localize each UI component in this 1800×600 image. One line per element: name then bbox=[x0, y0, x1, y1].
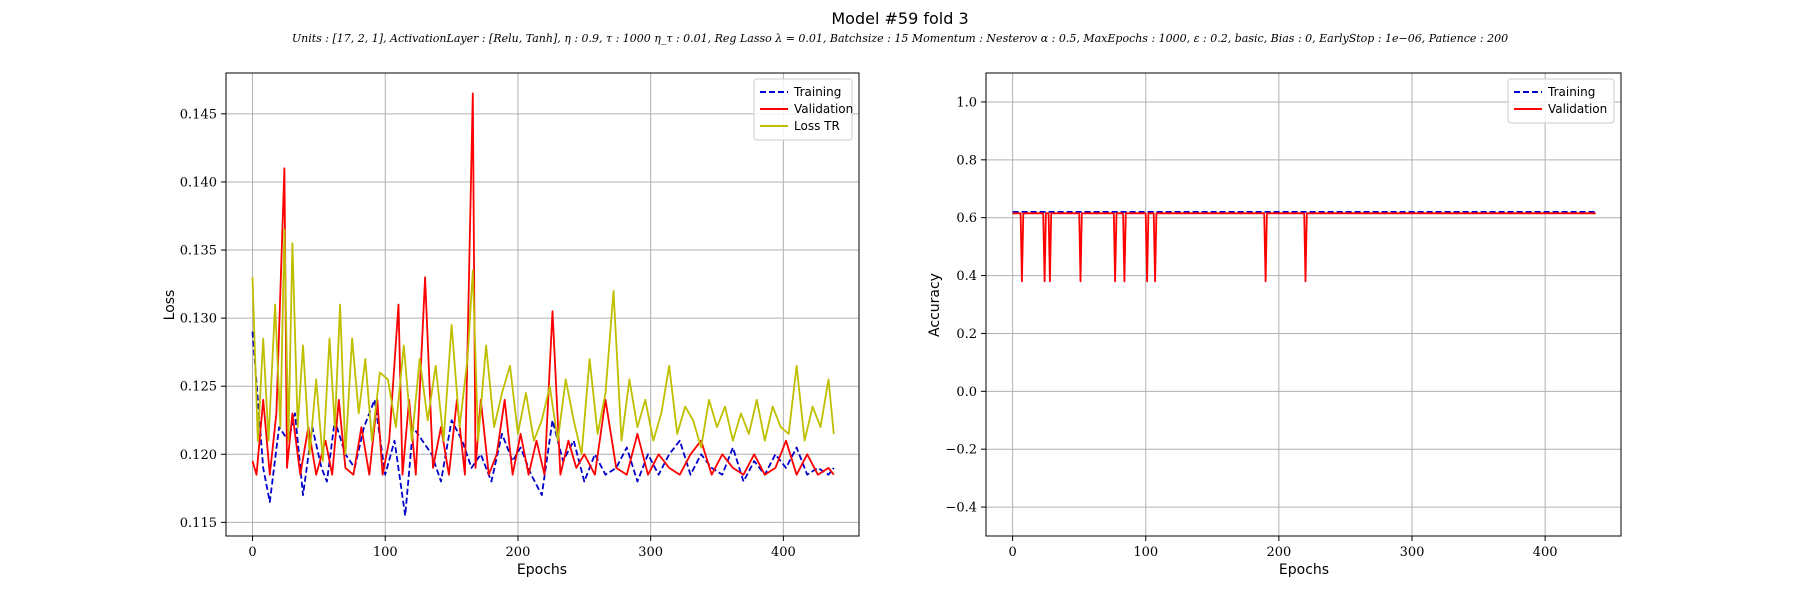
figure-subtitle: Units : [17, 2, 1], ActivationLayer : [R… bbox=[292, 32, 1508, 45]
accuracy-ytick-label-5: 0.6 bbox=[956, 211, 977, 226]
accuracy-legend-box bbox=[1507, 78, 1615, 124]
loss-xtick-label-1: 100 bbox=[373, 545, 398, 560]
loss-legend-label-2: Loss TR bbox=[794, 119, 840, 133]
accuracy-ytick-label-1: −0.2 bbox=[945, 443, 977, 458]
figure-title: Model #59 fold 3 bbox=[831, 9, 968, 28]
loss-series-training bbox=[251, 331, 835, 517]
loss-xlabel: Epochs bbox=[517, 562, 567, 578]
loss-axes-frame bbox=[225, 72, 860, 537]
accuracy-legend: Training Validation bbox=[1507, 78, 1615, 124]
loss-legend: Training Validation Loss TR bbox=[753, 78, 853, 141]
loss-ytick-label-5: 0.140 bbox=[180, 175, 217, 190]
accuracy-xtick-label-3: 300 bbox=[1400, 545, 1425, 560]
loss-ytick-label-2: 0.125 bbox=[180, 380, 217, 395]
loss-chart: Loss Epochs 0 100 200 300 400 0.115 0.120 0.125… bbox=[162, 72, 860, 578]
accuracy-series-validation bbox=[1012, 212, 1596, 283]
accuracy-chart: Accuracy Epochs 0 100 200 300 400 −0.4 −0.2 0.0… bbox=[927, 72, 1622, 578]
loss-series-validation bbox=[251, 92, 835, 476]
accuracy-ytick-label-7: 1.0 bbox=[956, 95, 977, 110]
loss-ylabel: Loss bbox=[162, 290, 178, 321]
accuracy-legend-label-0: Training bbox=[1547, 85, 1595, 99]
loss-series-loss-tr bbox=[251, 228, 835, 463]
accuracy-legend-label-1: Validation bbox=[1548, 102, 1607, 116]
loss-ytick-label-3: 0.130 bbox=[180, 312, 217, 327]
accuracy-ytick-label-3: 0.2 bbox=[956, 327, 977, 342]
accuracy-ytick-label-0: −0.4 bbox=[945, 501, 977, 516]
accuracy-ylabel: Accuracy bbox=[927, 273, 943, 337]
loss-legend-label-0: Training bbox=[793, 85, 841, 99]
loss-legend-box bbox=[753, 78, 853, 141]
loss-legend-label-1: Validation bbox=[794, 102, 853, 116]
loss-ytick-label-6: 0.145 bbox=[180, 107, 217, 122]
loss-ytick-label-1: 0.120 bbox=[180, 448, 217, 463]
loss-xtick-label-2: 200 bbox=[506, 545, 531, 560]
loss-xtick-label-3: 300 bbox=[638, 545, 663, 560]
accuracy-xtick-label-4: 400 bbox=[1533, 545, 1558, 560]
accuracy-xtick-label-0: 0 bbox=[1008, 545, 1016, 560]
accuracy-xtick-label-2: 200 bbox=[1266, 545, 1291, 560]
loss-xtick-label-0: 0 bbox=[248, 545, 256, 560]
accuracy-xtick-label-1: 100 bbox=[1133, 545, 1158, 560]
loss-xtick-label-4: 400 bbox=[771, 545, 796, 560]
accuracy-axes-frame bbox=[985, 72, 1622, 537]
accuracy-ytick-label-2: 0.0 bbox=[956, 385, 977, 400]
accuracy-ytick-label-6: 0.8 bbox=[956, 153, 977, 168]
loss-ytick-label-4: 0.135 bbox=[180, 244, 217, 259]
loss-ytick-label-0: 0.115 bbox=[180, 516, 217, 531]
accuracy-ytick-label-4: 0.4 bbox=[956, 269, 977, 284]
accuracy-xlabel: Epochs bbox=[1279, 562, 1329, 578]
